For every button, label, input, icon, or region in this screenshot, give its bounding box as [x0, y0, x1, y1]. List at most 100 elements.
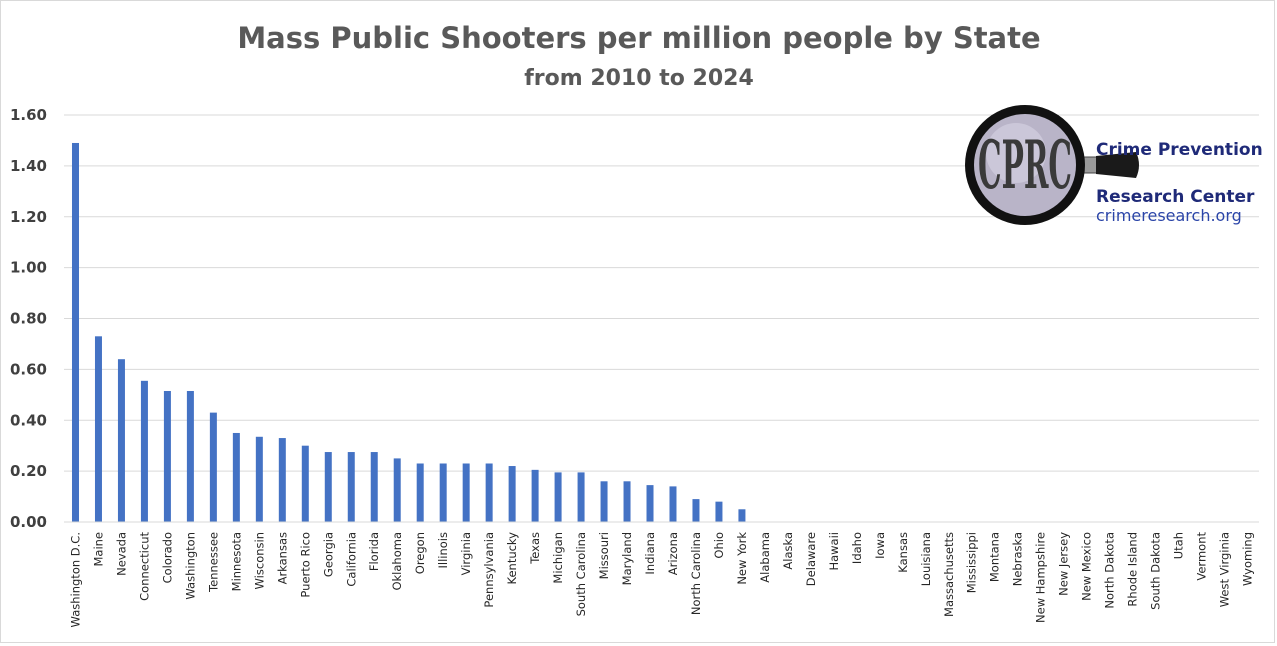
x-tick-label: Illinois [436, 532, 450, 569]
x-tick-label: West Virginia [1218, 532, 1232, 607]
x-tick-label: New York [735, 532, 749, 585]
x-tick-label: Wisconsin [252, 532, 266, 589]
bar [439, 463, 447, 522]
bar [324, 452, 332, 522]
x-tick-label: Alaska [781, 532, 795, 570]
x-tick-label: Puerto Rico [298, 532, 312, 598]
x-tick-label: Ohio [712, 532, 726, 559]
x-tick-label: Connecticut [137, 532, 151, 601]
y-tick-label: 0.60 [10, 360, 47, 378]
bar [416, 463, 424, 522]
x-tick-label: Georgia [321, 532, 335, 577]
x-tick-label: Texas [528, 532, 542, 565]
x-tick-label: Delaware [804, 532, 818, 586]
x-tick-label: Oklahoma [390, 532, 404, 591]
bar [692, 499, 700, 522]
x-tick-label: Virginia [459, 532, 473, 575]
x-tick-label: California [344, 532, 358, 587]
bar [278, 438, 286, 522]
x-tick-label: Maryland [620, 532, 634, 585]
bar [393, 458, 401, 522]
bar [347, 452, 355, 522]
x-tick-label: Louisiana [919, 532, 933, 586]
y-tick-label: 1.00 [10, 259, 47, 277]
y-tick-label: 1.40 [10, 157, 47, 175]
bar [646, 485, 654, 522]
bar [577, 472, 585, 522]
x-tick-label: Nebraska [1011, 532, 1025, 586]
x-tick-label: Pennsylvania [482, 532, 496, 608]
x-tick-label: Colorado [160, 532, 174, 583]
y-tick-label: 0.00 [10, 513, 47, 531]
x-tick-label: South Dakota [1149, 532, 1163, 610]
x-tick-label: Washington D.C. [68, 532, 82, 627]
x-tick-label: South Carolina [574, 532, 588, 616]
logo-handle [1096, 152, 1139, 178]
x-tick-label: Massachusetts [942, 532, 956, 617]
x-tick-label: North Carolina [689, 532, 703, 615]
x-tick-label: Florida [367, 532, 381, 571]
x-tick-label: Tennessee [206, 532, 220, 593]
bar [94, 336, 102, 522]
x-tick-label: Utah [1172, 532, 1186, 559]
x-tick-label: Vermont [1195, 532, 1209, 581]
x-tick-label: Arizona [666, 532, 680, 575]
x-tick-label: New Mexico [1080, 532, 1094, 601]
logo-website: crimeresearch.org [1096, 206, 1242, 225]
logo-letters: CPRC [978, 126, 1072, 204]
bar [669, 486, 677, 522]
bar [462, 463, 470, 522]
bar [600, 481, 608, 522]
x-tick-label: Hawaii [827, 532, 841, 571]
bar [623, 481, 631, 522]
x-tick-label: Minnesota [229, 532, 243, 591]
chart-title: Mass Public Shooters per million people … [237, 21, 1040, 55]
x-tick-label: Missouri [597, 532, 611, 579]
x-tick-label: Nevada [114, 532, 128, 576]
bar [301, 445, 309, 522]
x-tick-label: Washington [183, 532, 197, 600]
bar [117, 359, 125, 522]
x-tick-label: Rhode Island [1126, 532, 1140, 607]
bar [508, 466, 516, 522]
x-tick-label: Iowa [873, 532, 887, 559]
bar [370, 452, 378, 522]
logo-lens-glare [986, 123, 1046, 183]
bar [186, 390, 194, 522]
x-tick-label: Kansas [896, 532, 910, 573]
bar [140, 380, 148, 522]
y-axis: 0.00 0.20 0.40 0.60 0.80 1.00 1.20 1.40 1.60 [10, 106, 47, 531]
x-tick-label: New Jersey [1057, 532, 1071, 596]
x-tick-label: New Hampshire [1034, 532, 1048, 623]
x-tick-label: Idaho [850, 532, 864, 564]
x-tick-label: Oregon [413, 532, 427, 574]
x-tick-label: Alabama [758, 532, 772, 583]
x-axis: Washington D.C. Maine Nevada Connecticut Col… [68, 532, 1254, 628]
bar [485, 463, 493, 522]
y-tick-label: 0.20 [10, 462, 47, 480]
bar [163, 390, 171, 522]
x-tick-label: Kentucky [505, 532, 519, 585]
bar [209, 412, 217, 522]
y-tick-label: 0.80 [10, 310, 47, 328]
bar [531, 469, 539, 522]
bar [255, 436, 263, 522]
gridlines [64, 114, 1259, 472]
bar [554, 472, 562, 522]
bars [71, 142, 746, 522]
y-tick-label: 0.40 [10, 411, 47, 429]
x-tick-label: Michigan [551, 532, 565, 584]
y-tick-label: 1.20 [10, 208, 47, 226]
bar [738, 509, 746, 522]
bar [232, 432, 240, 522]
logo-name-line1: Crime Prevention [1096, 140, 1263, 160]
bar [715, 501, 723, 522]
cprc-logo[interactable]: CPRC Crime Prevention Research Center cr… [965, 105, 1263, 225]
x-tick-label: Montana [988, 532, 1002, 582]
x-tick-label: Arkansas [275, 532, 289, 584]
x-tick-label: Wyoming [1241, 532, 1255, 586]
chart-subtitle: from 2010 to 2024 [524, 66, 754, 91]
x-tick-label: Maine [91, 532, 105, 567]
